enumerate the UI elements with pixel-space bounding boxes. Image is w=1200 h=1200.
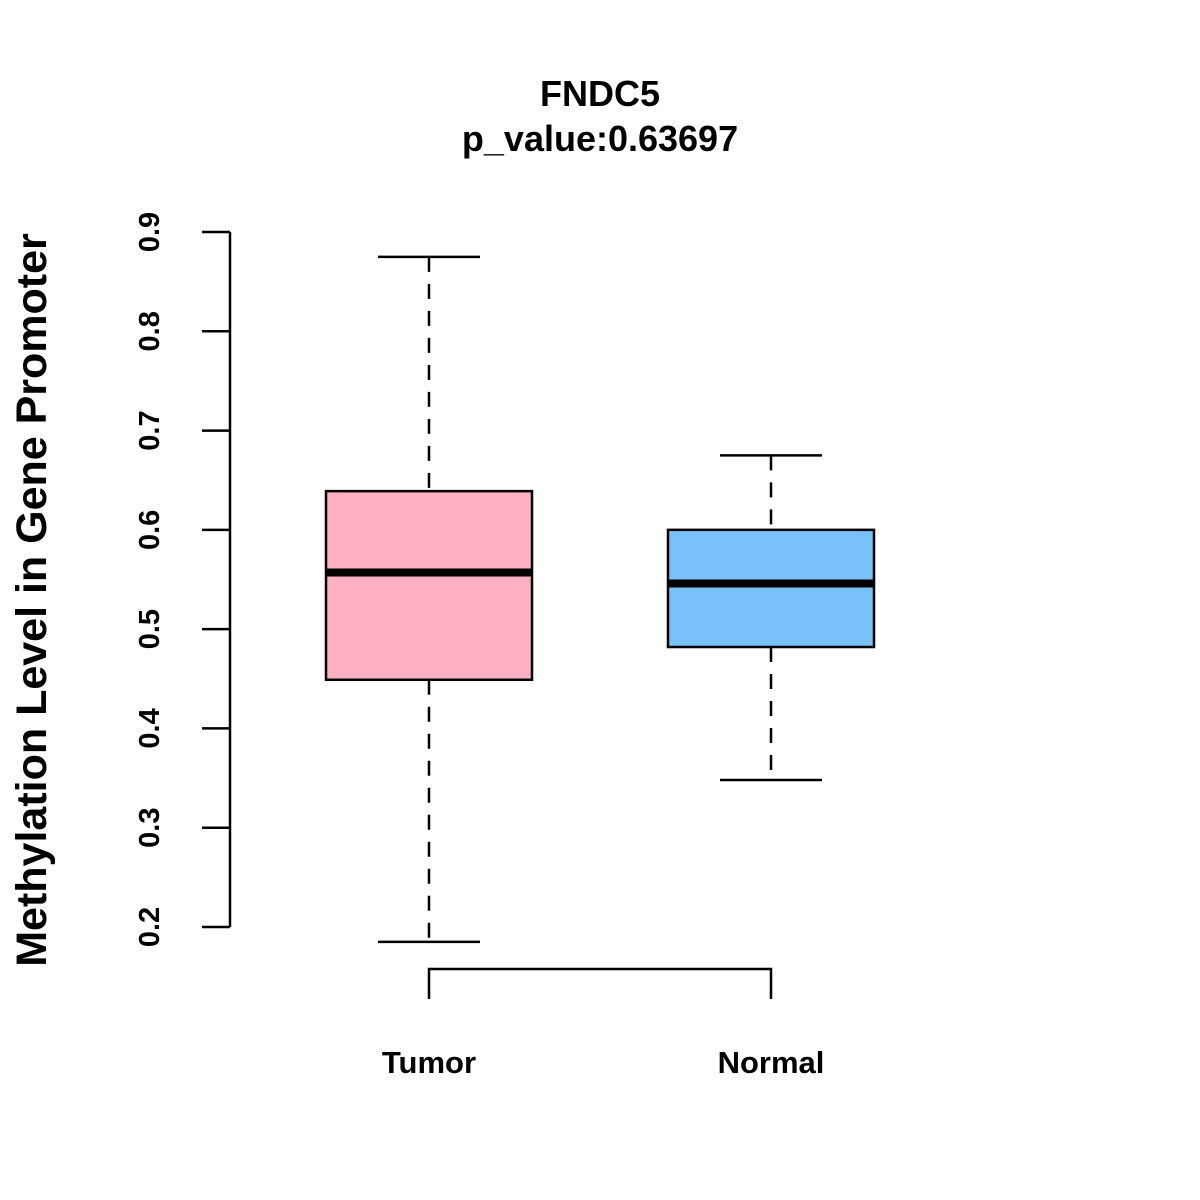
y-tick-label: 0.5 bbox=[134, 609, 166, 649]
x-axis-bracket bbox=[427, 967, 773, 999]
y-tick-label: 0.4 bbox=[134, 708, 166, 748]
y-tick-label: 0.7 bbox=[134, 410, 166, 450]
iqr-box bbox=[324, 489, 534, 682]
chart-subtitle: p_value:0.63697 bbox=[462, 118, 738, 159]
comparison-bracket bbox=[427, 967, 773, 999]
y-tick-label: 0.3 bbox=[134, 808, 166, 848]
x-category-label: Normal bbox=[718, 1045, 825, 1080]
y-tick-label: 0.9 bbox=[134, 212, 166, 252]
chart-title: FNDC5 bbox=[540, 73, 660, 114]
y-axis: 0.2 0.3 0.4 0.5 0.6 0.7 0.8 0.9 bbox=[134, 212, 232, 947]
box-tumor bbox=[324, 255, 534, 944]
box-normal bbox=[666, 454, 876, 782]
boxes bbox=[324, 255, 876, 944]
y-tick-label: 0.2 bbox=[134, 907, 166, 947]
y-axis-label: Methylation Level in Gene Promoter bbox=[8, 233, 56, 967]
y-tick-label: 0.8 bbox=[134, 311, 166, 351]
x-axis-labels: Tumor Normal bbox=[382, 1045, 824, 1080]
y-tick-label: 0.6 bbox=[134, 510, 166, 550]
iqr-box bbox=[666, 528, 876, 649]
x-category-label: Tumor bbox=[382, 1045, 476, 1080]
